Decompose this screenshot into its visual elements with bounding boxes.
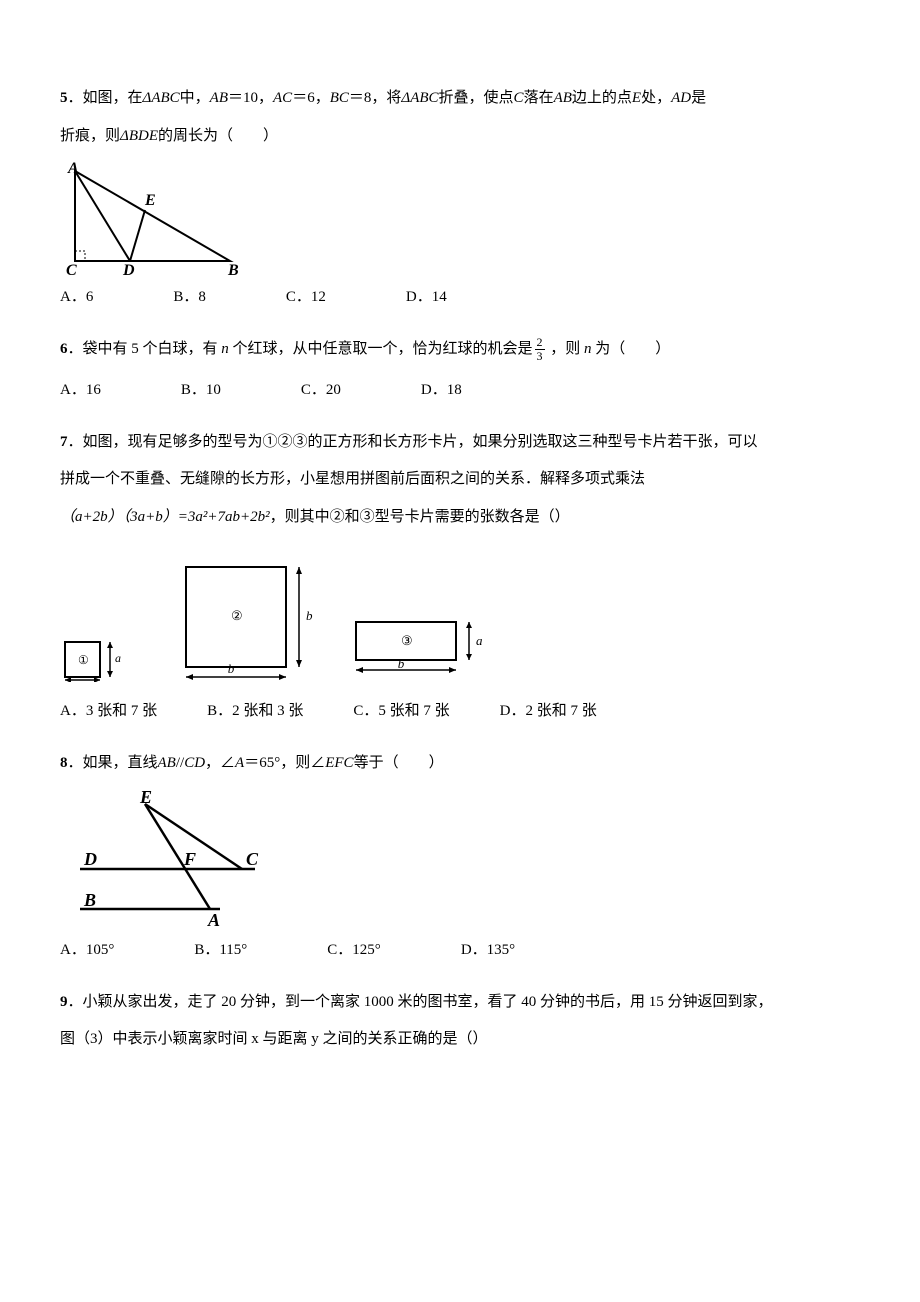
q7-optA: A．3 张和 7 张 xyxy=(60,698,157,725)
svg-text:a: a xyxy=(115,651,121,665)
svg-text:B: B xyxy=(83,890,96,910)
q7-optD: D．2 张和 7 张 xyxy=(500,698,597,725)
svg-text:b: b xyxy=(398,656,405,671)
svg-text:A: A xyxy=(67,161,79,177)
svg-text:①: ① xyxy=(78,653,89,667)
tile-1: ① a xyxy=(60,622,140,682)
q5-optA: A．6 xyxy=(60,284,93,311)
q7-tiles: ① a ② b b xyxy=(60,556,860,688)
svg-text:b: b xyxy=(228,661,235,676)
q8-text: 8．如果，直线AB//CD，∠A＝65°，则∠EFC等于（ ） xyxy=(60,745,860,783)
q6-optB: B．10 xyxy=(181,377,221,404)
svg-text:b: b xyxy=(306,608,313,623)
q5-optD: D．14 xyxy=(406,284,447,311)
q7-optC: C．5 张和 7 张 xyxy=(353,698,449,725)
question-5: 5．如图，在ΔABC中，AB＝10，AC＝6，BC＝8，将ΔABC折叠，使点C落… xyxy=(60,80,860,311)
q6-text: 6．袋中有 5 个白球，有 n 个红球，从中任意取一个，恰为红球的机会是23 ，… xyxy=(60,331,860,369)
svg-text:D: D xyxy=(122,262,135,276)
q8-options: A．105° B．115° C．125° D．135° xyxy=(60,937,860,964)
question-9: 9．小颖从家出发，走了 20 分钟，到一个离家 1000 米的图书室，看了 40… xyxy=(60,984,860,1059)
q9-text: 9．小颖从家出发，走了 20 分钟，到一个离家 1000 米的图书室，看了 40… xyxy=(60,984,860,1059)
q5-optC: C．12 xyxy=(286,284,326,311)
q6-optA: A．16 xyxy=(60,377,101,404)
q7-num: 7 xyxy=(60,434,68,450)
question-8: 8．如果，直线AB//CD，∠A＝65°，则∠EFC等于（ ） E D F C … xyxy=(60,745,860,964)
svg-text:E: E xyxy=(144,192,156,209)
q8-figure: E D F C B A xyxy=(60,789,270,929)
q7-optB: B．2 张和 3 张 xyxy=(207,698,303,725)
svg-text:a: a xyxy=(476,633,483,648)
q7-options: A．3 张和 7 张 B．2 张和 3 张 C．5 张和 7 张 D．2 张和 … xyxy=(60,698,860,725)
svg-text:C: C xyxy=(66,262,77,276)
q5-text: 5．如图，在ΔABC中，AB＝10，AC＝6，BC＝8，将ΔABC折叠，使点C落… xyxy=(60,80,860,155)
svg-text:A: A xyxy=(207,910,220,929)
fraction: 23 xyxy=(535,336,545,363)
q8-num: 8 xyxy=(60,755,68,771)
svg-text:②: ② xyxy=(231,608,243,623)
q7-text: 7．如图，现有足够多的型号为①②③的正方形和长方形卡片，如果分别选取这三种型号卡… xyxy=(60,424,860,537)
q6-options: A．16 B．10 C．20 D．18 xyxy=(60,377,860,404)
question-7: 7．如图，现有足够多的型号为①②③的正方形和长方形卡片，如果分别选取这三种型号卡… xyxy=(60,424,860,726)
tile-3: ③ a b xyxy=(351,612,501,682)
q5-options: A．6 B．8 C．12 D．14 xyxy=(60,284,860,311)
q5-figure: A E C D B xyxy=(60,161,250,276)
q5-optB: B．8 xyxy=(173,284,206,311)
q6-num: 6 xyxy=(60,341,68,357)
svg-text:D: D xyxy=(83,849,97,869)
q6-optC: C．20 xyxy=(301,377,341,404)
q8-optA: A．105° xyxy=(60,937,114,964)
q8-optD: D．135° xyxy=(461,937,515,964)
svg-text:F: F xyxy=(183,849,196,869)
q5-num: 5 xyxy=(60,90,68,106)
svg-text:③: ③ xyxy=(401,633,413,648)
tile-2: ② b b xyxy=(181,562,331,682)
question-6: 6．袋中有 5 个白球，有 n 个红球，从中任意取一个，恰为红球的机会是23 ，… xyxy=(60,331,860,404)
q6-optD: D．18 xyxy=(421,377,462,404)
q9-num: 9 xyxy=(60,994,68,1010)
svg-text:C: C xyxy=(246,849,259,869)
q8-optB: B．115° xyxy=(194,937,247,964)
svg-text:B: B xyxy=(227,262,239,276)
q8-optC: C．125° xyxy=(327,937,381,964)
svg-text:E: E xyxy=(139,789,152,807)
tile-1-bottom-label xyxy=(160,681,161,682)
